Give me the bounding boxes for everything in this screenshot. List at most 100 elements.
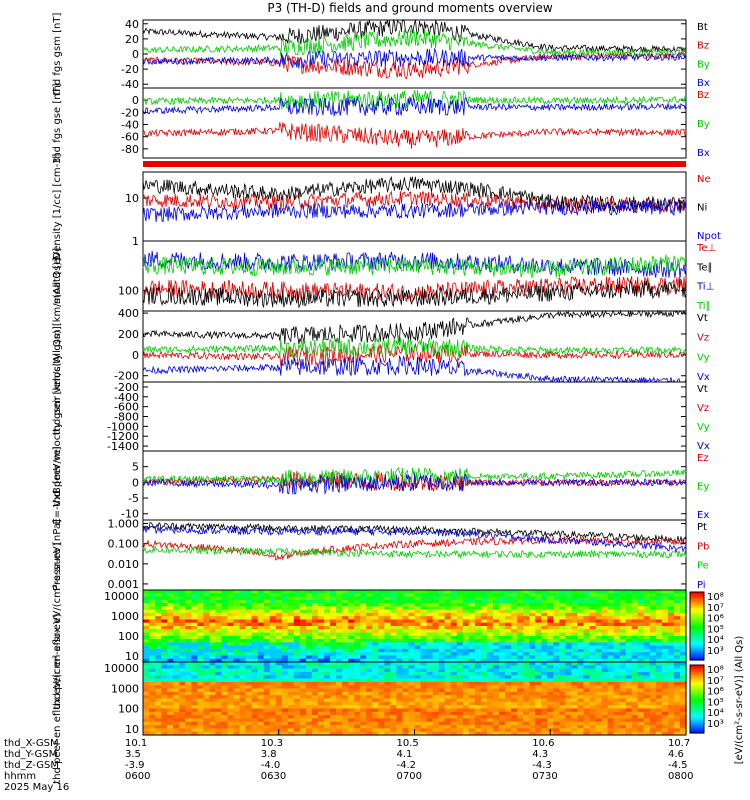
heatmap-cell [257,609,265,614]
heatmap-cell [263,622,271,627]
heatmap-cell [486,622,494,627]
heatmap-cell [655,711,663,716]
heatmap-cell [179,668,186,673]
heatmap-cell [553,626,560,630]
heatmap-cell [317,603,325,607]
heatmap-cell [673,681,681,686]
heatmap-cell [251,593,259,598]
heatmap-cell [305,590,313,594]
heatmap-cell [239,668,247,673]
heatmap-cell [324,708,331,713]
heatmap-cell [414,721,422,726]
heatmap-cell [613,662,621,666]
heatmap-cell [330,665,337,670]
heatmap-cell [155,671,162,676]
heatmap-cell [414,725,422,729]
heatmap-cell [233,691,241,696]
heatmap-cell [432,711,440,716]
y-axis-label: thd peer velocity gsm [km/s(All Qs)] [52,326,63,507]
heatmap-cell [553,705,560,710]
heatmap-cell [480,698,488,703]
heatmap-cell [179,590,186,594]
heatmap-cell [535,688,542,693]
heatmap-cell [577,731,585,736]
heatmap-cell [577,658,585,663]
heatmap-cell [348,622,355,627]
heatmap-cell [155,629,162,634]
heatmap-cell [601,609,609,614]
x-label-value: 10.6 [532,738,554,749]
heatmap-cell [541,691,548,696]
heatmap-cell [649,678,657,683]
heatmap-cell [336,612,343,617]
heatmap-cell [559,596,566,601]
heatmap-cell [287,715,295,720]
heatmap-cell [438,603,446,607]
heatmap-cell [161,715,168,720]
heatmap-cell [480,593,488,598]
heatmap-cell [577,629,585,634]
heatmap-cell [486,675,494,680]
heatmap-cell [287,678,295,683]
series-Bx [142,47,687,69]
heatmap-cell [366,616,373,621]
heatmap-cell [541,695,548,700]
heatmap-cell [456,593,464,598]
heatmap-cell [330,648,337,653]
heatmap-cell [486,708,494,713]
heatmap-cell [505,648,512,653]
heatmap-cell [565,639,572,643]
colorbar-cell [690,598,704,602]
heatmap-cell [293,671,301,676]
heatmap-cell [336,626,343,630]
heatmap-cell [299,711,307,716]
heatmap-cell [293,635,301,640]
heatmap-cell [577,606,585,611]
heatmap-cell [372,609,379,614]
heatmap-cell [541,635,548,640]
heatmap-cell [673,642,681,647]
heatmap-cell [517,695,524,700]
heatmap-cell [450,629,458,634]
heatmap-cell [396,652,404,657]
heatmap-cell [251,691,259,696]
heatmap-cell [197,639,204,643]
heatmap-cell [547,609,554,614]
heatmap-cell [613,658,621,663]
heatmap-cell [215,622,223,627]
heatmap-cell [402,658,410,663]
heatmap-cell [167,612,174,617]
heatmap-cell [227,652,235,657]
heatmap-cell [535,728,542,733]
heatmap-cell [661,606,669,611]
heatmap-cell [553,718,560,723]
heatmap-cell [450,695,458,700]
heatmap-cell [498,685,506,690]
heatmap-cell [336,671,343,676]
heatmap-cell [426,645,434,650]
heatmap-cell [155,632,162,637]
heatmap-cell [390,612,397,617]
heatmap-cell [324,705,331,710]
colorbar-lower [689,664,705,734]
heatmap-cell [233,671,241,676]
heatmap-cell [360,612,367,617]
heatmap-cell [673,609,681,614]
heatmap-cell [317,731,325,736]
heatmap-cell [492,708,500,713]
heatmap-cell [474,698,482,703]
heatmap-cell [215,668,223,673]
heatmap-cell [372,731,379,736]
heatmap-cell [185,701,192,706]
heatmap-cell [661,698,669,703]
heatmap-cell [679,688,687,693]
heatmap-cell [245,681,253,686]
heatmap-cell [547,685,554,690]
heatmap-cell [661,668,669,673]
heatmap-cell [396,721,404,726]
heatmap-cell [221,655,229,660]
colorbar-cell [690,689,704,693]
heatmap-cell [661,658,669,663]
heatmap-cell [619,728,627,733]
heatmap-cell [221,721,229,726]
